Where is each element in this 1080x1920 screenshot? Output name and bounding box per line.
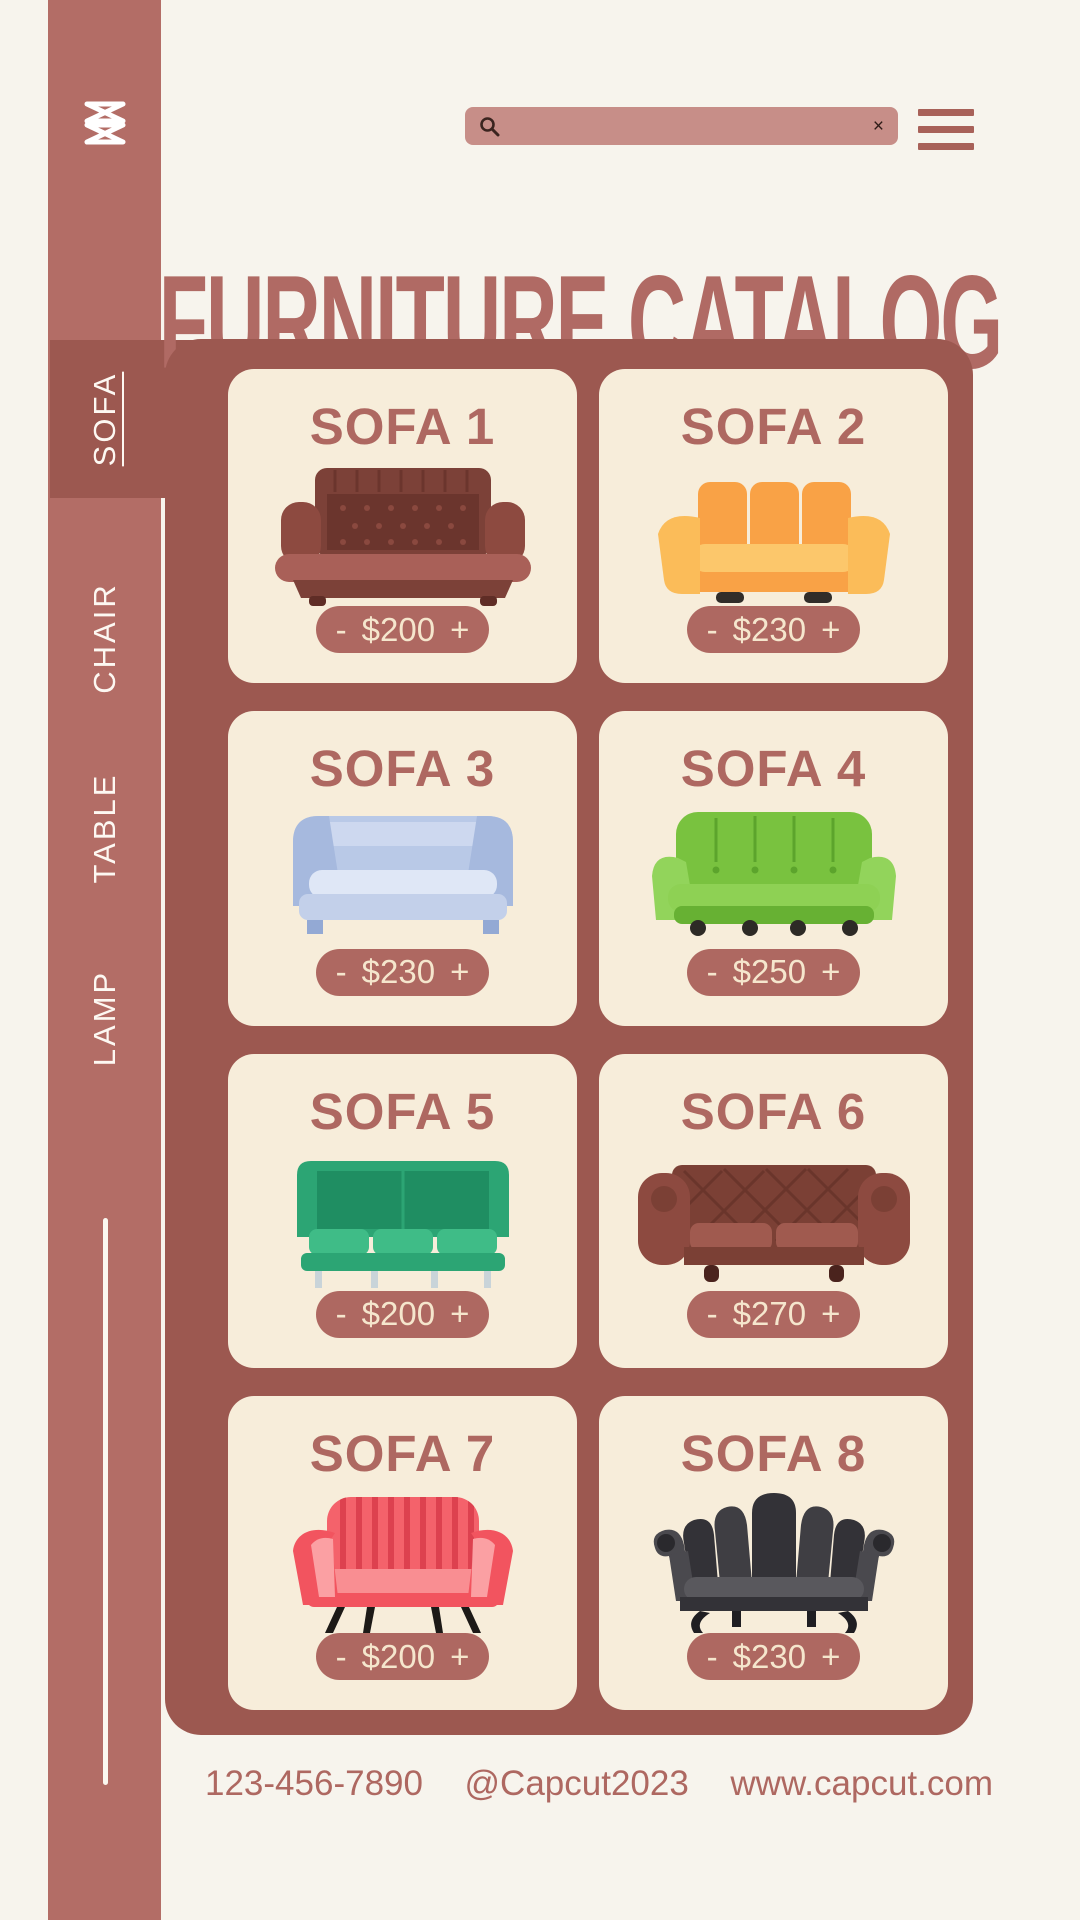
capcut-logo-icon xyxy=(84,101,126,145)
price-value: $230 xyxy=(732,1637,807,1675)
increase-button[interactable]: + xyxy=(821,1637,841,1675)
increase-button[interactable]: + xyxy=(450,1637,470,1675)
product-card-sofa-2[interactable]: SOFA 2 - $230 + xyxy=(599,369,948,684)
product-title: SOFA 4 xyxy=(680,740,867,798)
product-title: SOFA 6 xyxy=(680,1082,867,1140)
product-title: SOFA 2 xyxy=(680,398,867,455)
price-stepper[interactable]: - $230 + xyxy=(686,1633,861,1680)
product-card-sofa-8[interactable]: SOFA 8 xyxy=(599,1395,948,1710)
decrease-button[interactable]: - xyxy=(706,610,718,648)
green-sofa-illustration xyxy=(624,798,924,948)
decrease-button[interactable]: - xyxy=(335,1637,347,1675)
decrease-button[interactable]: - xyxy=(706,953,718,990)
product-title: SOFA 7 xyxy=(309,1424,496,1482)
emerald-sofa-illustration xyxy=(253,1141,553,1291)
brown-chesterfield-sofa-illustration xyxy=(624,1141,924,1291)
increase-button[interactable]: + xyxy=(450,953,470,990)
decrease-button[interactable]: - xyxy=(706,1637,718,1675)
search-clear-icon[interactable]: × xyxy=(872,115,884,137)
black-vintage-sofa-illustration xyxy=(624,1483,924,1633)
product-card-sofa-6[interactable]: SOFA 6 xyxy=(599,1053,948,1368)
price-value: $230 xyxy=(361,953,436,990)
price-value: $250 xyxy=(732,953,807,990)
product-title: SOFA 8 xyxy=(680,1424,867,1482)
price-value: $200 xyxy=(361,610,436,648)
price-stepper[interactable]: - $270 + xyxy=(686,1290,861,1338)
orange-sofa-illustration xyxy=(624,456,924,606)
decrease-button[interactable]: - xyxy=(335,610,347,648)
increase-button[interactable]: + xyxy=(450,610,470,648)
decrease-button[interactable]: - xyxy=(335,953,347,990)
product-card-sofa-4[interactable]: SOFA 4 xyxy=(599,711,948,1026)
menu-hamburger-icon[interactable] xyxy=(918,109,974,150)
sidebar-item-lamp[interactable]: LAMP xyxy=(87,969,122,1067)
product-card-sofa-5[interactable]: SOFA 5 - $200 + xyxy=(228,1053,577,1368)
sidebar-decorative-line xyxy=(103,1218,108,1785)
decrease-button[interactable]: - xyxy=(706,1295,718,1333)
periwinkle-sofa-illustration xyxy=(253,798,553,948)
product-card-sofa-3[interactable]: SOFA 3 - $230 + xyxy=(228,711,577,1026)
search-icon xyxy=(480,116,500,136)
increase-button[interactable]: + xyxy=(821,953,841,990)
footer-handle: @Capcut2023 xyxy=(464,1764,689,1803)
catalog-panel: SOFA 1 xyxy=(165,339,973,1735)
price-value: $200 xyxy=(361,1637,436,1675)
price-stepper[interactable]: - $230 + xyxy=(686,606,861,654)
price-stepper[interactable]: - $230 + xyxy=(315,948,490,996)
price-value: $230 xyxy=(732,610,807,648)
footer-website: www.capcut.com xyxy=(730,1764,993,1803)
decrease-button[interactable]: - xyxy=(335,1295,347,1333)
maroon-tufted-sofa-illustration xyxy=(253,456,553,607)
sidebar-item-table[interactable]: TABLE xyxy=(87,772,122,884)
price-stepper[interactable]: - $200 + xyxy=(315,1633,490,1680)
pink-loveseat-sofa-illustration xyxy=(253,1483,553,1633)
price-value: $270 xyxy=(732,1295,807,1333)
search-input[interactable] xyxy=(510,112,863,140)
increase-button[interactable]: + xyxy=(821,1295,841,1333)
search-bar[interactable]: × xyxy=(465,107,898,145)
footer: 123-456-7890 @Capcut2023 www.capcut.com xyxy=(205,1764,993,1804)
increase-button[interactable]: + xyxy=(821,610,841,648)
price-stepper[interactable]: - $200 + xyxy=(315,1290,490,1338)
footer-phone: 123-456-7890 xyxy=(205,1764,423,1803)
product-title: SOFA 1 xyxy=(309,398,496,455)
price-stepper[interactable]: - $250 + xyxy=(686,948,861,996)
product-title: SOFA 3 xyxy=(309,740,496,798)
price-value: $200 xyxy=(361,1295,436,1333)
product-card-sofa-1[interactable]: SOFA 1 xyxy=(228,369,577,684)
product-card-sofa-7[interactable]: SOFA 7 xyxy=(228,1395,577,1710)
sidebar-item-chair[interactable]: CHAIR xyxy=(87,582,122,694)
price-stepper[interactable]: - $200 + xyxy=(315,606,490,654)
product-title: SOFA 5 xyxy=(309,1082,496,1140)
sidebar-item-sofa[interactable]: SOFA xyxy=(87,371,122,467)
increase-button[interactable]: + xyxy=(450,1295,470,1333)
